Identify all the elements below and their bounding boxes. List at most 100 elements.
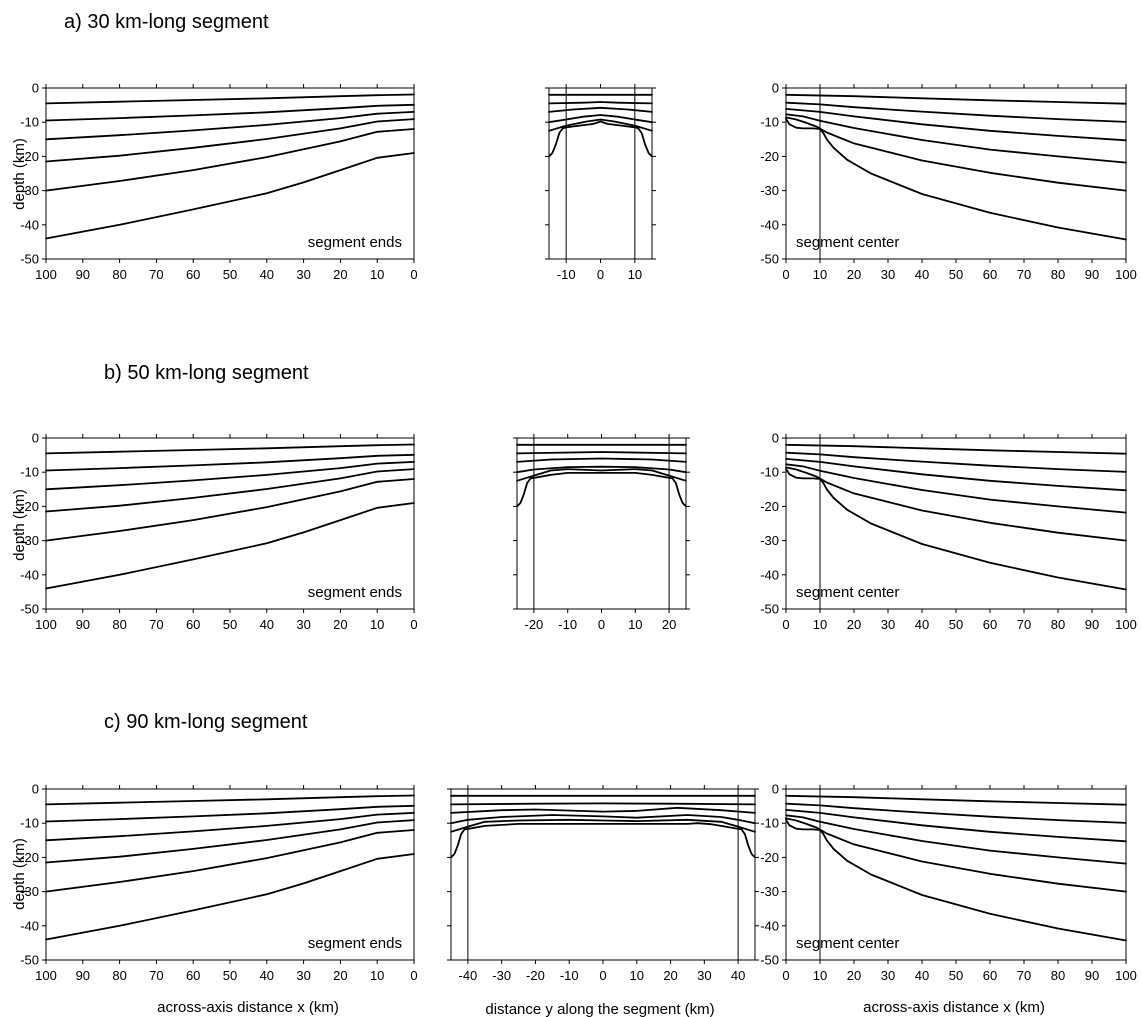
x-tick-label: 70 bbox=[149, 968, 163, 983]
x-tick-label: 0 bbox=[410, 267, 417, 282]
y-tick-label: -10 bbox=[20, 115, 39, 130]
x-tick-label: 0 bbox=[410, 617, 417, 632]
x-tick-label: 10 bbox=[628, 267, 642, 282]
y-tick-label: -40 bbox=[20, 567, 39, 582]
x-tick-label: 40 bbox=[260, 267, 274, 282]
x-tick-label: 30 bbox=[296, 968, 310, 983]
x-tick-label: -10 bbox=[558, 617, 577, 632]
y-tick-label: -20 bbox=[20, 149, 39, 164]
y-tick-label: -30 bbox=[760, 884, 779, 899]
contour-line-5 bbox=[516, 468, 687, 482]
contour-line-2 bbox=[516, 451, 687, 455]
contour-line-4 bbox=[450, 814, 756, 825]
x-tick-label: 20 bbox=[847, 617, 861, 632]
x-tick-label: 100 bbox=[1115, 617, 1137, 632]
row-c-title: c) 90 km-long segment bbox=[104, 711, 308, 733]
x-tick-label: 90 bbox=[76, 267, 90, 282]
x-tick-label: 40 bbox=[915, 617, 929, 632]
x-tick-label: 30 bbox=[881, 968, 895, 983]
axes-frame bbox=[548, 87, 653, 260]
segment-center-label: segment center bbox=[796, 234, 899, 251]
y-tick-label: -30 bbox=[20, 884, 39, 899]
row-b-title: b) 50 km-long segment bbox=[104, 362, 309, 384]
y-tick-label: -40 bbox=[20, 217, 39, 232]
y-tick-label: -30 bbox=[760, 183, 779, 198]
panel-b-along: -20 -10 0 10 20 bbox=[513, 434, 690, 632]
contour-line-5 bbox=[450, 818, 756, 833]
contour-line-3 bbox=[45, 111, 415, 141]
contour-line-3 bbox=[450, 806, 756, 814]
row-a-title: a) 30 km-long segment bbox=[64, 11, 269, 33]
contour-line-2 bbox=[785, 101, 1127, 123]
x-axis-label-along: distance y along the segment (km) bbox=[485, 1001, 714, 1017]
x-tick-label: 50 bbox=[223, 617, 237, 632]
x-tick-label: 40 bbox=[915, 267, 929, 282]
y-tick-label: -10 bbox=[760, 115, 779, 130]
contour-line-1 bbox=[785, 443, 1127, 455]
axes-frame bbox=[450, 788, 756, 961]
x-tick-label: 10 bbox=[813, 617, 827, 632]
x-tick-label: 10 bbox=[370, 617, 384, 632]
contour-line-3 bbox=[45, 460, 415, 491]
x-tick-label: 10 bbox=[813, 968, 827, 983]
x-tick-label: 70 bbox=[149, 617, 163, 632]
contour-line-6 bbox=[785, 117, 1127, 241]
x-tick-label: 40 bbox=[915, 968, 929, 983]
x-tick-label: 60 bbox=[186, 968, 200, 983]
x-tick-label: 80 bbox=[1051, 617, 1065, 632]
x-tick-label: 80 bbox=[112, 617, 126, 632]
contour-line-4 bbox=[785, 814, 1127, 865]
x-tick-label: 90 bbox=[1085, 617, 1099, 632]
segment-center-label: segment center bbox=[796, 584, 899, 601]
contour-line-5 bbox=[45, 128, 415, 192]
x-tick-label: 30 bbox=[296, 617, 310, 632]
axes-frame bbox=[516, 437, 687, 610]
x-tick-label: 20 bbox=[663, 968, 677, 983]
x-tick-label: 0 bbox=[782, 968, 789, 983]
y-tick-label: -20 bbox=[760, 499, 779, 514]
y-tick-label: -20 bbox=[20, 499, 39, 514]
contour-line-1 bbox=[785, 794, 1127, 806]
panel-b-center: 0-10-20-30-40-500 10 20 30 40 50 60 70 80 90 100se… bbox=[760, 431, 1137, 633]
x-tick-label: 40 bbox=[260, 968, 274, 983]
x-tick-label: 90 bbox=[1085, 267, 1099, 282]
x-tick-label: 10 bbox=[628, 617, 642, 632]
x-tick-label: 0 bbox=[597, 267, 604, 282]
x-tick-label: 0 bbox=[410, 968, 417, 983]
y-tick-label: -50 bbox=[20, 602, 39, 617]
x-tick-label: 30 bbox=[296, 267, 310, 282]
x-tick-label: 0 bbox=[598, 617, 605, 632]
contour-line-5 bbox=[548, 118, 653, 132]
x-tick-label: 20 bbox=[662, 617, 676, 632]
y-tick-label: -10 bbox=[20, 816, 39, 831]
x-tick-label: 100 bbox=[35, 617, 57, 632]
x-tick-label: 70 bbox=[1017, 267, 1031, 282]
x-tick-label: -40 bbox=[458, 968, 477, 983]
y-tick-label: 0 bbox=[772, 81, 779, 96]
y-axis-label-a: depth (km) bbox=[11, 138, 28, 210]
y-tick-label: -20 bbox=[20, 850, 39, 865]
contour-line-6 bbox=[45, 853, 415, 941]
contour-line-4 bbox=[548, 114, 653, 124]
contour-line-4 bbox=[45, 468, 415, 513]
contour-line-3 bbox=[45, 812, 415, 842]
contour-line-1 bbox=[45, 794, 415, 806]
y-tick-label: -50 bbox=[760, 252, 779, 267]
y-tick-label: -20 bbox=[760, 850, 779, 865]
x-tick-label: 80 bbox=[1051, 968, 1065, 983]
x-tick-label: 0 bbox=[782, 617, 789, 632]
panel-a-along: -10 0 10 bbox=[545, 84, 656, 282]
x-tick-label: 90 bbox=[1085, 968, 1099, 983]
contour-line-6 bbox=[450, 822, 756, 859]
x-tick-label: 0 bbox=[599, 968, 606, 983]
x-tick-label: 10 bbox=[813, 267, 827, 282]
x-tick-label: 20 bbox=[333, 968, 347, 983]
y-tick-label: -50 bbox=[20, 252, 39, 267]
y-tick-label: 0 bbox=[772, 431, 779, 446]
contour-line-3 bbox=[785, 809, 1127, 843]
x-tick-label: 100 bbox=[1115, 267, 1137, 282]
y-tick-label: -40 bbox=[20, 918, 39, 933]
y-tick-label: -50 bbox=[760, 602, 779, 617]
